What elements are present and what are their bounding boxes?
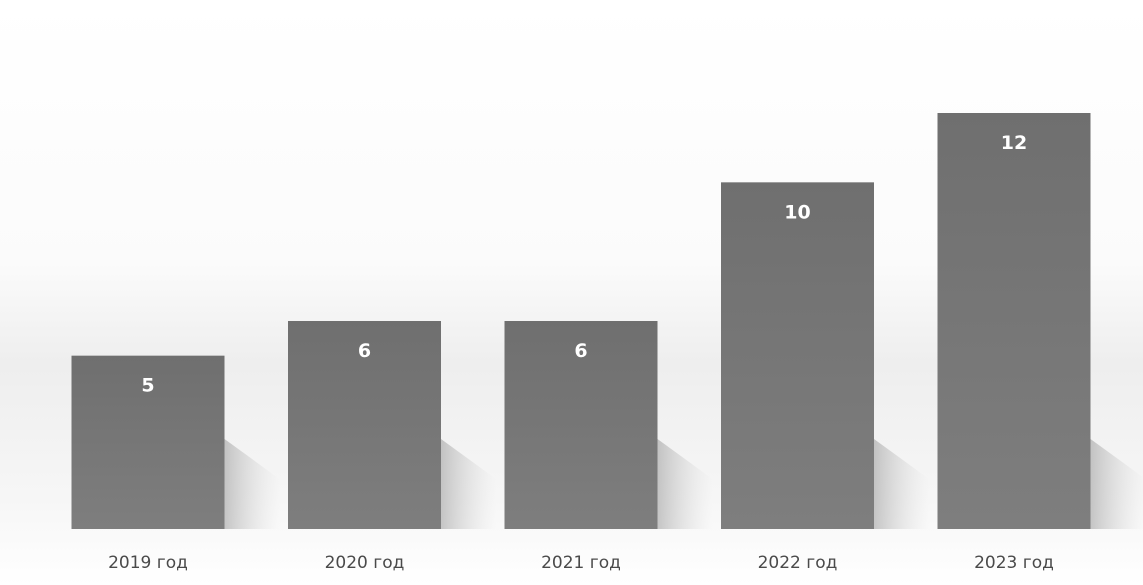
bar-shadow [224,439,280,529]
x-tick-label: 2019 год [108,553,188,573]
bar-2022 [721,182,874,530]
bar-value-label: 12 [1001,132,1027,154]
x-tick-label: 2020 год [325,553,405,573]
bar-value-label: 6 [358,340,371,362]
bar-value-label: 10 [784,201,810,223]
bar-2020 [288,321,441,529]
bar-value-label: 5 [141,375,154,397]
x-tick-label: 2021 год [541,553,621,573]
bar-2023 [937,113,1091,529]
bar-2021 [504,321,658,529]
bar-shadow [657,439,713,529]
x-tick-label: 2022 год [758,553,838,573]
bar-2019 [71,355,225,529]
x-tick-label: 2023 год [974,553,1054,573]
bar-value-label: 6 [574,340,587,362]
bar-shadow [441,439,496,529]
bar-shadow [1090,439,1143,529]
bar-shadow [874,439,929,529]
